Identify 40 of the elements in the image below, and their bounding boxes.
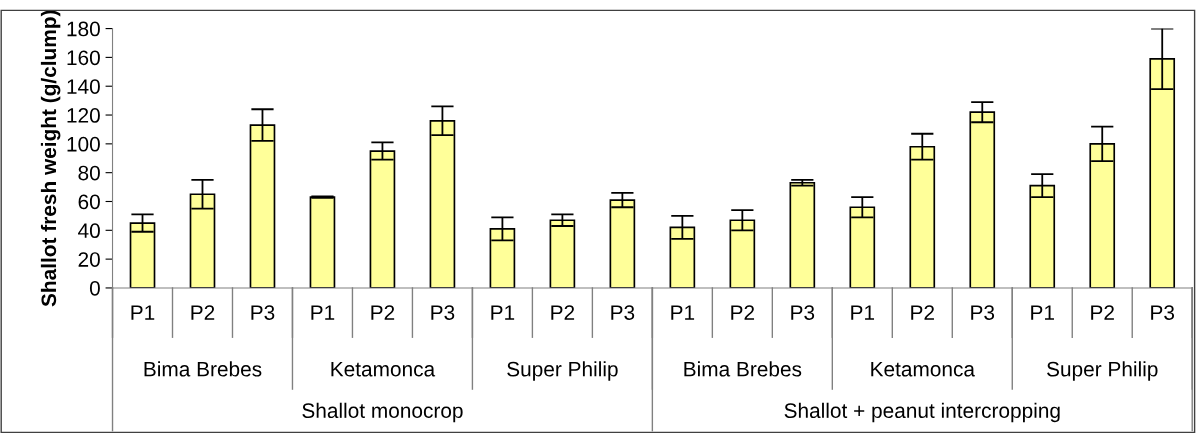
text: Super Philip xyxy=(1047,361,1158,381)
x-tick-label: P3 xyxy=(1151,305,1175,320)
text: Ketamonca xyxy=(871,362,975,377)
x-tick-label: P1 xyxy=(851,305,875,320)
y-tick-label: 180 xyxy=(67,21,100,37)
x-tick-label: P1 xyxy=(311,305,335,320)
y-axis-title: Shallot fresh weight (g/clump) xyxy=(40,10,61,307)
y-tick-label: 140 xyxy=(67,79,100,94)
x-tick-label: P1 xyxy=(671,305,695,320)
y-tick-label: 160 xyxy=(67,50,100,66)
text: Bima Brebes xyxy=(684,361,802,377)
y-tick-label: 60 xyxy=(78,194,100,210)
text: Bima Brebes xyxy=(144,361,262,377)
x-tick-label: P3 xyxy=(431,305,455,320)
bar xyxy=(309,196,336,288)
text: Shallot + peanut intercropping xyxy=(784,402,1060,423)
x-tick-label: P3 xyxy=(791,305,815,320)
bar xyxy=(549,219,576,288)
text: Ketamonca xyxy=(331,362,436,377)
x-tick-label: P3 xyxy=(611,305,635,320)
x-tick-label: P2 xyxy=(191,305,215,320)
x-tick-label: P2 xyxy=(731,305,755,320)
bar xyxy=(789,181,816,288)
x-tick-label: P2 xyxy=(551,305,575,320)
text: Shallot monocrop xyxy=(302,402,463,423)
x-tick-label: P3 xyxy=(971,305,995,320)
x-tick-label: P3 xyxy=(251,305,275,320)
x-tick-label: P1 xyxy=(491,305,515,320)
text: Super Philip xyxy=(507,361,618,381)
y-tick-label: 20 xyxy=(78,252,100,267)
x-tick-label: P2 xyxy=(911,305,934,320)
y-tick-label: 0 xyxy=(89,280,100,296)
x-tick-label: P2 xyxy=(1091,305,1114,320)
x-tick-label: P1 xyxy=(1031,305,1054,320)
x-tick-label: P1 xyxy=(131,305,155,320)
y-tick-label: 100 xyxy=(67,136,100,152)
y-tick-label: 80 xyxy=(78,165,100,181)
y-tick-label: 40 xyxy=(78,223,100,239)
y-tick-label: 120 xyxy=(67,108,100,123)
x-tick-label: P2 xyxy=(371,305,395,320)
